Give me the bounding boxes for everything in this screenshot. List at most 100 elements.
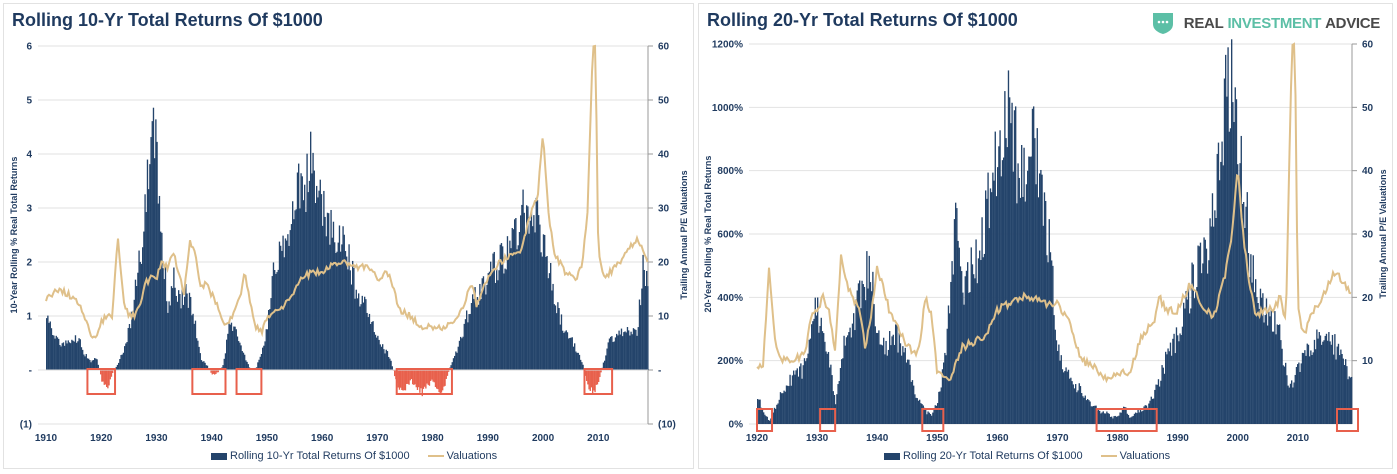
return-bar xyxy=(824,341,826,424)
return-bar xyxy=(373,332,375,370)
return-bar xyxy=(997,167,999,424)
return-bar xyxy=(139,261,141,370)
return-bar xyxy=(300,173,302,370)
return-bar xyxy=(1024,201,1026,424)
return-bar xyxy=(526,205,528,370)
return-bar xyxy=(1012,171,1014,424)
return-bar xyxy=(1276,324,1278,424)
negative-return-bar xyxy=(394,370,396,377)
x-tick-label: 1920 xyxy=(90,433,113,444)
legend-swatch-returns xyxy=(211,452,227,460)
return-bar xyxy=(58,338,60,370)
return-bar xyxy=(1288,387,1290,424)
return-bar xyxy=(1304,350,1306,424)
return-bar xyxy=(540,252,542,370)
return-bar xyxy=(203,361,205,370)
return-bar xyxy=(849,327,851,424)
return-bar xyxy=(878,330,880,424)
negative-return-bar xyxy=(398,370,401,390)
return-bar xyxy=(1217,142,1220,424)
return-bar xyxy=(344,251,347,370)
return-bar xyxy=(132,316,134,370)
return-bar xyxy=(1202,263,1204,424)
return-bar xyxy=(382,344,384,370)
return-bar xyxy=(857,283,860,424)
return-bar xyxy=(263,345,265,370)
return-bar xyxy=(1180,335,1182,424)
return-bar xyxy=(1077,390,1079,424)
negative-return-bar xyxy=(421,370,423,397)
return-bar xyxy=(278,241,281,370)
return-bar xyxy=(535,197,537,370)
return-bar xyxy=(1250,254,1252,424)
return-bar xyxy=(614,337,617,370)
return-bar xyxy=(1135,412,1137,424)
return-bar xyxy=(349,270,351,370)
return-bar xyxy=(1193,298,1196,424)
return-bar xyxy=(952,274,954,424)
return-bar xyxy=(950,281,952,424)
return-bar xyxy=(1004,91,1006,424)
return-bar xyxy=(1192,264,1194,424)
return-bar xyxy=(1351,376,1353,424)
return-bar xyxy=(286,240,288,370)
return-bar xyxy=(869,282,872,424)
return-bar xyxy=(787,385,789,424)
return-bar xyxy=(629,335,631,370)
return-bar xyxy=(74,335,77,370)
return-bar xyxy=(1315,349,1317,424)
return-bar xyxy=(160,231,162,370)
return-bar xyxy=(920,403,922,424)
return-bar xyxy=(1199,242,1202,424)
return-bar xyxy=(479,283,481,370)
return-bar xyxy=(605,355,607,370)
return-bar xyxy=(910,381,912,424)
return-bar xyxy=(814,297,816,424)
y2-tick-label: - xyxy=(658,366,661,377)
return-bar xyxy=(891,336,893,424)
return-bar xyxy=(194,320,197,370)
return-bar xyxy=(475,301,477,370)
return-bar xyxy=(1059,360,1061,424)
return-bar xyxy=(1013,110,1016,424)
y2-axis-label: Trailing Annual P/E Valuations xyxy=(1378,169,1388,298)
negative-return-bar xyxy=(112,370,114,374)
return-bar xyxy=(498,270,500,370)
negative-return-bar xyxy=(409,370,411,381)
return-bar xyxy=(939,391,941,424)
return-bar xyxy=(235,329,237,370)
return-bar xyxy=(1133,413,1136,424)
return-bar xyxy=(643,269,645,370)
return-bar xyxy=(570,337,572,370)
return-bar xyxy=(644,286,647,370)
return-bar xyxy=(1214,210,1216,424)
return-bar xyxy=(1334,334,1336,424)
return-bar xyxy=(53,335,55,370)
return-bar xyxy=(1041,174,1043,424)
return-bar xyxy=(190,296,192,370)
return-bar xyxy=(515,218,517,370)
return-bar xyxy=(90,362,92,370)
return-bar xyxy=(1105,413,1107,424)
return-bar xyxy=(877,333,879,424)
return-bar xyxy=(457,346,459,370)
negative-return-bar xyxy=(216,370,218,373)
return-bar xyxy=(789,374,791,424)
return-bar xyxy=(811,324,813,424)
return-bar xyxy=(265,329,267,370)
return-bar xyxy=(377,335,379,370)
return-bar xyxy=(1166,354,1168,424)
return-bar xyxy=(1208,260,1210,424)
return-bar xyxy=(1294,374,1296,424)
return-bar xyxy=(295,209,297,370)
return-bar xyxy=(1010,123,1012,424)
return-bar xyxy=(929,414,932,424)
return-bar xyxy=(296,172,299,370)
return-bar xyxy=(73,341,75,370)
return-bar xyxy=(233,326,235,370)
return-bar xyxy=(623,332,625,370)
return-bar xyxy=(624,331,626,370)
return-bar xyxy=(1035,184,1037,424)
return-bar xyxy=(492,253,494,370)
negative-return-bar xyxy=(436,370,438,389)
